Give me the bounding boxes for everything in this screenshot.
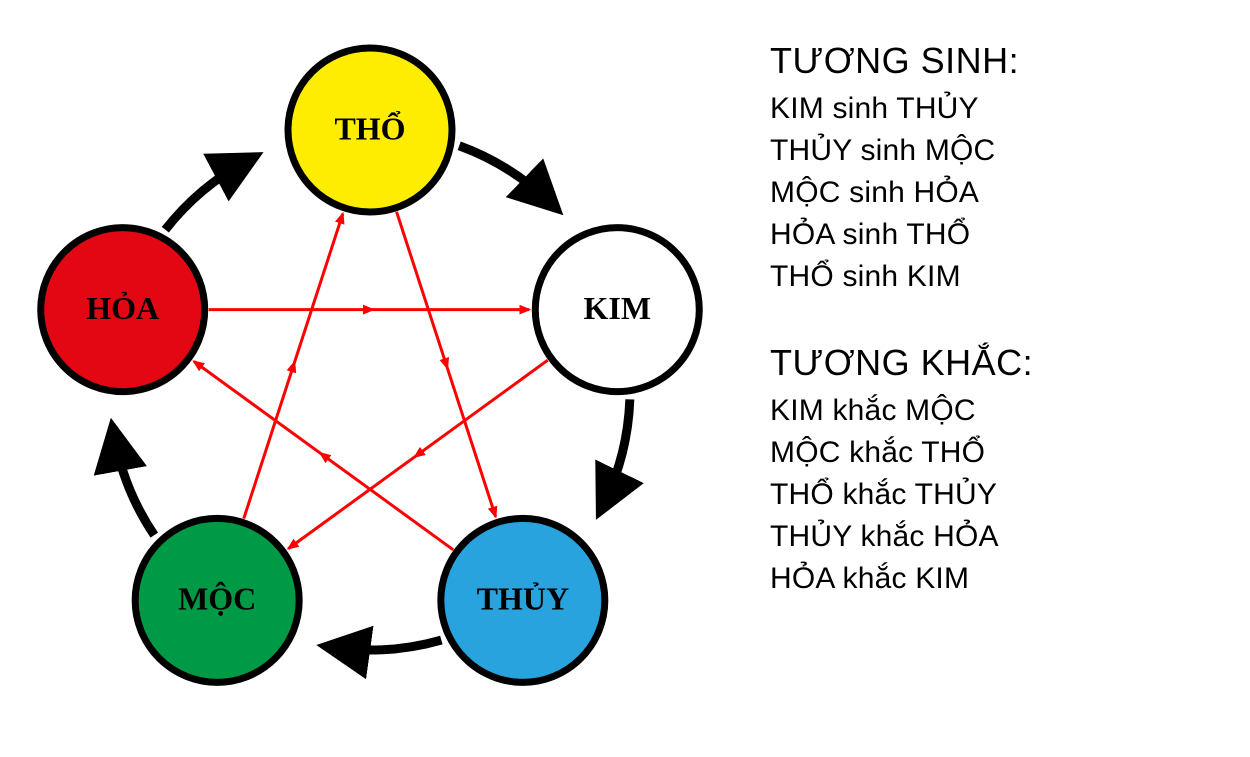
tuong-sinh-title: TƯƠNG SINH:	[770, 40, 1230, 82]
tuong-khac-title: TƯƠNG KHẮC:	[770, 342, 1230, 384]
tuong-sinh-line: MỘC sinh HỎA	[770, 172, 1230, 214]
tuong-khac-line: KIM khắc MỘC	[770, 390, 1230, 432]
outer-arc-arrow	[114, 435, 154, 535]
page-container: THỔ KIM THỦY MỘC HỎA TƯƠNG SINH: KIM sinh TH…	[0, 0, 1250, 757]
tuong-khac-line: THỔ khắc THỦY	[770, 474, 1230, 516]
tuong-khac-line: THỦY khắc HỎA	[770, 516, 1230, 558]
element-label: THỦY	[477, 581, 569, 617]
element-node-hoa: HỎA	[41, 228, 205, 392]
tuong-khac-block: TƯƠNG KHẮC: KIM khắc MỘC MỘC khắc THỔ TH…	[770, 342, 1230, 600]
outer-arc-arrow	[165, 161, 247, 230]
tuong-sinh-line: THỔ sinh KIM	[770, 256, 1230, 298]
element-nodes: THỔ KIM THỦY MỘC HỎA	[41, 48, 700, 682]
tuong-sinh-line: HỎA sinh THỔ	[770, 214, 1230, 256]
tuong-khac-line: MỘC khắc THỔ	[770, 432, 1230, 474]
inner-arrow	[397, 212, 496, 517]
outer-arc-arrow	[334, 640, 441, 650]
tuong-sinh-line: KIM sinh THỦY	[770, 88, 1230, 130]
element-node-thuy: THỦY	[441, 518, 605, 682]
outer-arc-arrow	[459, 146, 550, 203]
element-label: HỎA	[86, 290, 159, 326]
diagram-svg: THỔ KIM THỦY MỘC HỎA	[20, 20, 720, 737]
legend-panel: TƯƠNG SINH: KIM sinh THỦY THỦY sinh MỘC …	[770, 40, 1230, 644]
element-label: KIM	[584, 290, 652, 326]
outer-arc-arrow	[604, 399, 630, 503]
tuong-khac-line: HỎA khắc KIM	[770, 558, 1230, 600]
five-elements-diagram: THỔ KIM THỦY MỘC HỎA	[20, 20, 720, 737]
inner-arrow	[244, 214, 343, 519]
element-node-tho: THỔ	[288, 48, 452, 212]
element-node-kim: KIM	[535, 228, 699, 392]
inner-star-arrows	[194, 212, 548, 550]
tuong-sinh-block: TƯƠNG SINH: KIM sinh THỦY THỦY sinh MỘC …	[770, 40, 1230, 298]
element-label: THỔ	[334, 110, 405, 146]
element-label: MỘC	[178, 581, 256, 617]
element-node-moc: MỘC	[135, 518, 299, 682]
tuong-sinh-line: THỦY sinh MỘC	[770, 130, 1230, 172]
